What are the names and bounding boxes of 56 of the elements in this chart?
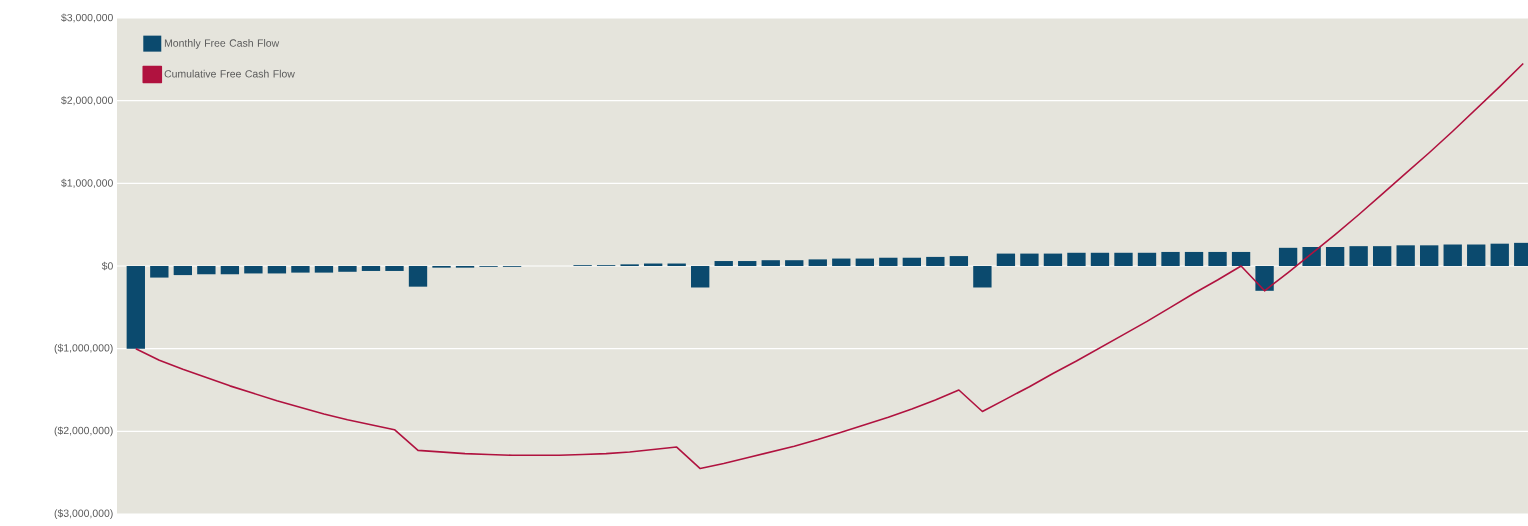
- bar: [244, 266, 263, 274]
- bar: [1255, 266, 1274, 291]
- y-tick-label: $3,000,000: [61, 13, 113, 23]
- y-tick-label: $2,000,000: [61, 96, 113, 106]
- bar: [385, 266, 404, 271]
- bar: [1372, 246, 1392, 266]
- bar: [338, 266, 357, 272]
- bar: [1137, 252, 1157, 266]
- bar: [1349, 246, 1368, 266]
- bar: [949, 256, 969, 266]
- bar: [267, 266, 287, 274]
- bar: [1278, 247, 1298, 266]
- bar: [1020, 253, 1039, 266]
- bar: [197, 266, 216, 275]
- bar: [714, 261, 733, 266]
- bar: [902, 257, 922, 266]
- y-tick-label: $1,000,000: [61, 178, 113, 188]
- bar: [761, 260, 780, 266]
- legend-label: Cumulative Free Cash Flow: [164, 69, 295, 78]
- bar: [1161, 251, 1180, 266]
- bar: [996, 253, 1016, 266]
- bar: [879, 257, 898, 266]
- bar: [173, 266, 193, 276]
- bar: [1208, 251, 1227, 266]
- bar: [220, 266, 240, 275]
- bar: [785, 260, 804, 266]
- bar: [1420, 245, 1439, 266]
- bar: [855, 258, 874, 266]
- bar: [973, 266, 992, 288]
- bar: [1114, 252, 1133, 266]
- bar: [1090, 252, 1110, 266]
- bar: [1467, 244, 1486, 266]
- bar: [1231, 251, 1251, 266]
- bar: [314, 266, 334, 273]
- bar: [1067, 252, 1086, 266]
- y-tick-label: ($2,000,000): [54, 426, 113, 437]
- bar: [291, 266, 310, 273]
- bar: [150, 266, 169, 278]
- bar: [1396, 245, 1415, 266]
- bar: [808, 259, 827, 266]
- bar: [832, 258, 851, 266]
- bar: [1184, 251, 1204, 266]
- bar: [126, 266, 145, 349]
- bar: [738, 261, 757, 266]
- bar: [1490, 243, 1509, 266]
- y-tick-label: ($3,000,000): [54, 509, 113, 519]
- bar: [1443, 244, 1462, 266]
- y-tick-label: ($1,000,000): [54, 343, 113, 354]
- bar: [691, 266, 710, 288]
- y-tick-label: $0: [101, 261, 113, 271]
- bar: [926, 256, 945, 266]
- bar: [361, 266, 381, 271]
- bar: [408, 266, 428, 287]
- legend-label: Monthly Free Cash Flow: [164, 39, 280, 49]
- bar: [1043, 253, 1063, 266]
- bar: [1325, 246, 1345, 266]
